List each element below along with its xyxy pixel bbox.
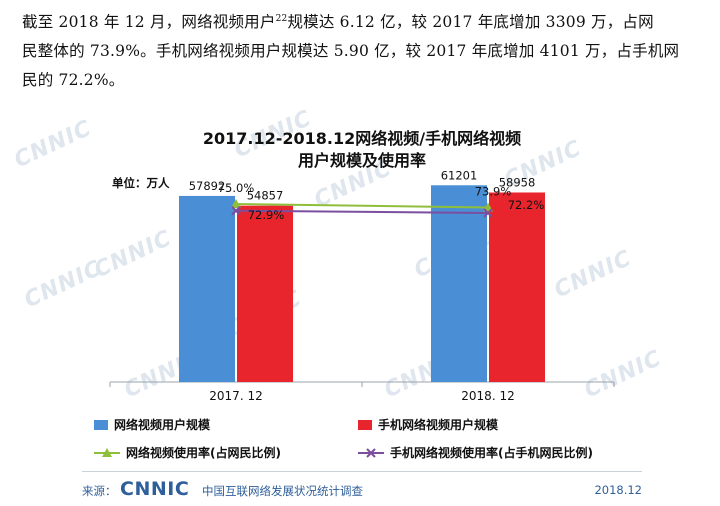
source-org: 中国互联网络发展状况统计调查	[202, 484, 363, 498]
triangle-marker-icon	[94, 447, 120, 457]
bar-video	[179, 195, 235, 382]
cnnic-logo: CNNIC	[120, 478, 190, 500]
rate-value-label: 75.0%	[218, 181, 255, 195]
bar-value-label: 61201	[441, 168, 478, 182]
para-line3: 民的 72.2%。	[22, 71, 125, 89]
triangle-marker	[231, 199, 241, 208]
para-line2: 民整体的 73.9%。手机网络视频用户规模达 5.90 亿，较 2017 年底增…	[22, 42, 680, 60]
x-tick-label: 2017. 12	[209, 389, 262, 403]
rate-value-label: 72.2%	[508, 198, 545, 212]
rate-value-label: 72.9%	[248, 208, 285, 222]
unit-label: 单位：万人	[112, 176, 170, 190]
legend-label: 手机网络视频用户规模	[378, 418, 499, 432]
footnote-ref[interactable]: 22	[275, 13, 288, 24]
chart-figure: CNNIC CNNIC CNNIC CNNIC CNNIC CNNIC CNNIC CNNIC…	[11, 106, 666, 472]
source-label: 来源：	[82, 484, 117, 498]
x-marker	[483, 208, 493, 218]
para-line1-b: 规模达 6.12 亿，较 2017 年底增加 3309 万，占网	[287, 13, 654, 31]
rate-value-label: 73.9%	[475, 185, 512, 199]
legend-item-video-users: 网络视频用户规模	[94, 416, 210, 433]
legend-item-mobile-rate: 手机网络视频使用率(占手机网民比例)	[358, 444, 593, 461]
legend-item-video-rate: 网络视频使用率(占网民比例)	[94, 444, 281, 461]
x-marker-icon	[358, 447, 384, 458]
bar-value-label: 58958	[499, 175, 536, 189]
source-footer: 来源： CNNIC 中国互联网络发展状况统计调查 2018.12	[82, 478, 642, 500]
legend-item-mobile-users: 手机网络视频用户规模	[358, 416, 498, 433]
source-date: 2018.12	[594, 483, 642, 497]
legend-label: 手机网络视频使用率(占手机网民比例)	[390, 446, 593, 460]
bar-video	[431, 185, 487, 382]
bar-value-label: 57892	[189, 179, 226, 193]
bar-mobile	[237, 205, 293, 382]
x-tick-label: 2018. 12	[461, 389, 514, 403]
x-marker	[231, 206, 241, 216]
chart-plot: 2017. 12 2018. 12 57892 61201 54857 58958 75.0…	[109, 168, 615, 403]
para-line1-a: 截至 2018 年 12 月，网络视频用户	[22, 13, 276, 31]
bar-value-label: 54857	[247, 189, 284, 203]
legend-label: 网络视频使用率(占网民比例)	[126, 446, 281, 460]
rate-line	[235, 209, 489, 214]
chart-title: 2017.12-2018.12网络视频/手机网络视频 用户规模及使用率	[82, 128, 642, 172]
intro-paragraph: 截至 2018 年 12 月，网络视频用户22规模达 6.12 亿，较 2017…	[22, 8, 702, 95]
legend-swatch-blue	[94, 419, 108, 430]
legend-label: 网络视频用户规模	[114, 418, 211, 432]
chart-title-line1: 2017.12-2018.12网络视频/手机网络视频	[202, 129, 522, 148]
rate-line	[235, 203, 489, 209]
chart-title-line2: 用户规模及使用率	[297, 151, 426, 170]
footer-divider	[82, 471, 642, 472]
bar-mobile	[489, 192, 545, 382]
legend-swatch-red	[358, 419, 372, 430]
